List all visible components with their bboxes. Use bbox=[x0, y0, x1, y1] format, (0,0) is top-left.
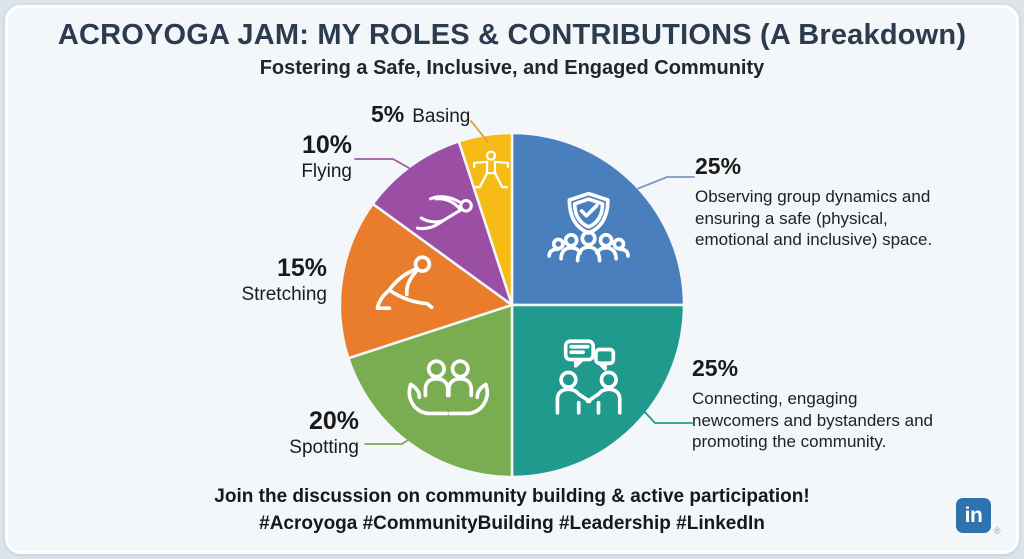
linkedin-logo-icon: in ® bbox=[956, 498, 1001, 536]
spotting-name: Spotting bbox=[289, 437, 359, 458]
leader-line-connecting bbox=[642, 409, 693, 424]
observing-percent: 25% bbox=[695, 153, 742, 179]
observing-desc-line: emotional and inclusive) space. bbox=[695, 230, 933, 249]
leader-line-spotting bbox=[364, 437, 412, 445]
leader-line-flying bbox=[354, 158, 410, 169]
label-observing: 25% Observing group dynamics and ensurin… bbox=[695, 152, 932, 251]
leader-line-observing bbox=[636, 176, 695, 190]
label-stretching: 15% Stretching bbox=[241, 254, 327, 307]
pie-slice-flying bbox=[371, 140, 514, 307]
label-flying: 10% Flying bbox=[301, 131, 352, 184]
connecting-percent: 25% bbox=[692, 355, 739, 381]
page-subtitle: Fostering a Safe, Inclusive, and Engaged… bbox=[259, 57, 765, 79]
pie-slice-stretching bbox=[338, 202, 514, 360]
label-basing: 5% Basing bbox=[371, 101, 470, 129]
flying-name: Flying bbox=[301, 161, 352, 182]
page-title: ACROYOGA JAM: MY ROLES & CONTRIBUTIONS (… bbox=[57, 19, 967, 51]
label-connecting: 25% Connecting, engaging newcomers and b… bbox=[692, 354, 933, 453]
pie-slices-group bbox=[338, 131, 686, 479]
basing-percent: 5% bbox=[371, 101, 405, 127]
stretching-percent: 15% bbox=[276, 254, 327, 282]
stretching-name: Stretching bbox=[241, 284, 327, 305]
observing-desc-line: ensuring a safe (physical, bbox=[695, 208, 888, 228]
leader-lines-group bbox=[354, 120, 695, 445]
connecting-desc-line: newcomers and bystanders and bbox=[692, 410, 933, 430]
connecting-desc-line: Connecting, engaging bbox=[692, 389, 858, 408]
linkedin-logo-text: in bbox=[964, 503, 983, 527]
observing-desc-line: Observing group dynamics and bbox=[695, 187, 931, 206]
footer-call-to-action: Join the discussion on community buildin… bbox=[214, 486, 810, 507]
leader-line-basing bbox=[470, 120, 489, 143]
pie-slice-spotting bbox=[347, 303, 514, 479]
pie-slice-connecting bbox=[510, 303, 686, 479]
label-spotting: 20% Spotting bbox=[289, 407, 359, 460]
basing-name: Basing bbox=[412, 106, 471, 127]
registered-trademark-symbol: ® bbox=[993, 526, 1001, 536]
connecting-desc-line: promoting the community. bbox=[692, 432, 887, 451]
pie-slice-basing bbox=[457, 131, 514, 307]
spotting-percent: 20% bbox=[308, 407, 359, 435]
footer-hashtags: #Acroyoga #CommunityBuilding #Leadership… bbox=[259, 513, 765, 534]
flying-percent: 10% bbox=[301, 131, 352, 159]
